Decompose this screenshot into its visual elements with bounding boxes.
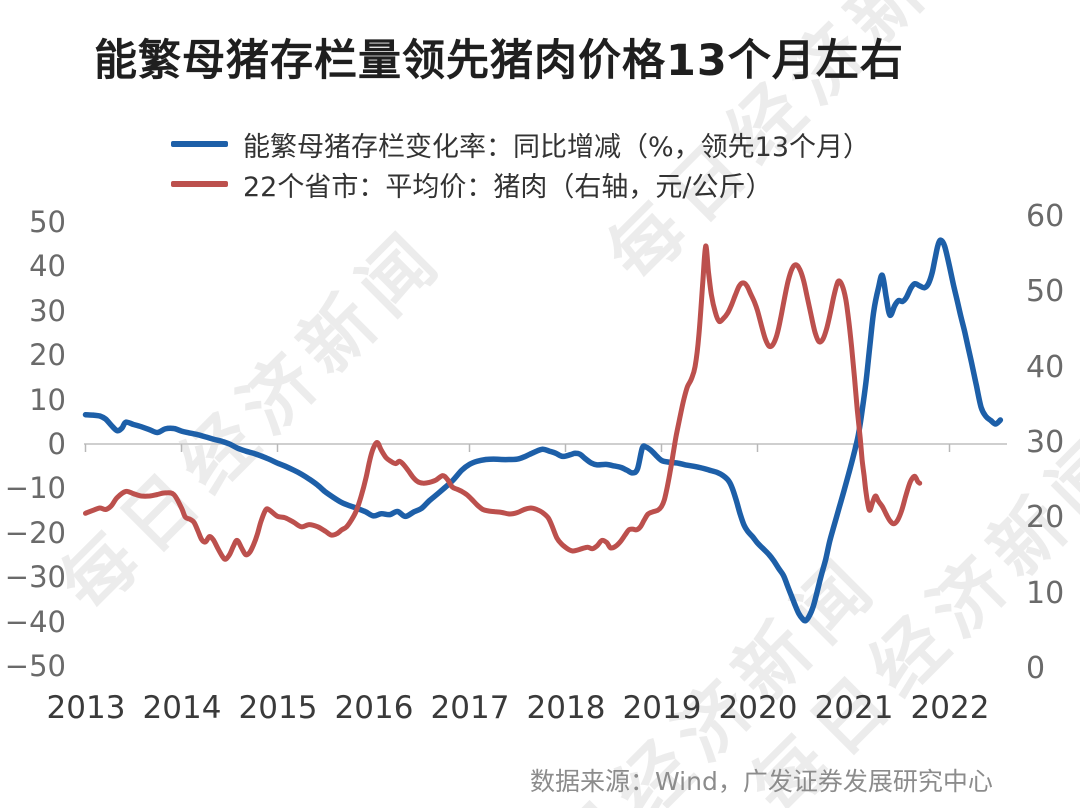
y-axis-tick-label: −30 (4, 560, 66, 594)
y-axis-tick-label: 20 (29, 338, 66, 372)
y-axis-tick-label: −10 (4, 471, 66, 505)
legend: 能繁母猪存栏变化率：同比增减（%，领先13个月） 22个省市：平均价：猪肉（右轴… (171, 124, 870, 204)
y-axis-tick-label: −20 (4, 516, 66, 550)
x-axis-tick-label: 2015 (238, 690, 318, 726)
x-axis-tick-label: 2019 (622, 690, 702, 726)
legend-label-pork-price: 22个省市：平均价：猪肉（右轴，元/公斤） (243, 171, 773, 203)
x-axis-tick-label: 2018 (526, 690, 606, 726)
y-axis-tick-label: 0 (1026, 651, 1046, 686)
series-pork-price-line (83, 243, 923, 562)
legend-item-sow-inventory: 能繁母猪存栏变化率：同比增减（%，领先13个月） (171, 124, 870, 164)
series-sow-inventory-line (82, 237, 1004, 624)
x-axis-tick-label: 2016 (334, 690, 414, 726)
legend-item-pork-price: 22个省市：平均价：猪肉（右轴，元/公斤） (171, 164, 870, 204)
y-axis-tick-label: 60 (1026, 199, 1065, 234)
x-axis-tick-label: 2020 (718, 690, 798, 726)
y-axis-tick-label: 0 (47, 427, 66, 461)
chart-title: 能繁母猪存栏量领先猪肉价格13个月左右 (94, 36, 904, 86)
y-axis-tick-label: 30 (29, 294, 66, 328)
legend-swatch-red-line (171, 181, 228, 187)
y-axis-tick-label: 20 (1026, 500, 1065, 535)
y-axis-tick-label: 30 (1026, 425, 1065, 460)
legend-label-sow-inventory: 能繁母猪存栏变化率：同比增减（%，领先13个月） (243, 131, 871, 163)
x-axis-tick-label: 2022 (910, 690, 990, 726)
y-axis-tick-label: 50 (29, 205, 66, 239)
x-axis-tick-label: 2021 (814, 690, 894, 726)
y-axis-tick-label: 10 (29, 383, 66, 417)
y-axis-tick-label: −50 (4, 649, 66, 683)
y-axis-tick-label: 50 (1026, 274, 1065, 309)
y-axis-tick-label: −40 (4, 605, 66, 639)
source-note: 数据来源：Wind，广发证券发展研究中心 (530, 767, 993, 796)
y-axis-tick-label: 10 (1026, 576, 1065, 611)
x-axis-tick-label: 2013 (46, 690, 126, 726)
year-tick-marks (84, 444, 951, 452)
y-axis-tick-label: 40 (1026, 350, 1065, 385)
y-axis-tick-label: 40 (29, 249, 66, 283)
legend-swatch-blue-line (171, 141, 228, 147)
x-axis-tick-label: 2014 (142, 690, 222, 726)
x-axis-tick-label: 2017 (430, 690, 510, 726)
